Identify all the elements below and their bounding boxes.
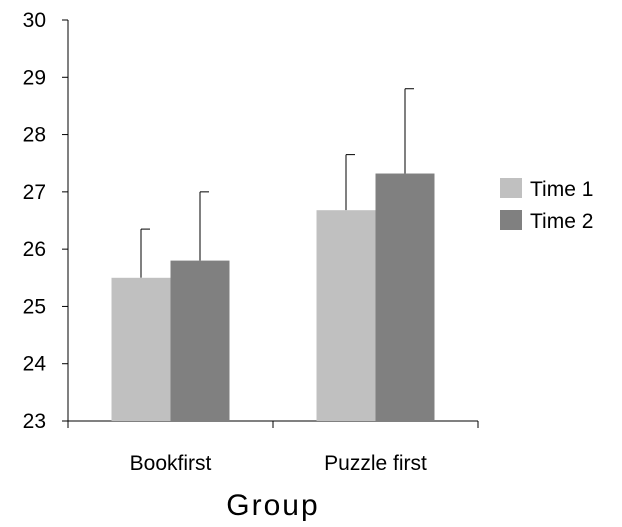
y-tick-label: 28 bbox=[23, 124, 46, 147]
y-tick-label: 29 bbox=[23, 66, 46, 89]
bar-time-2 bbox=[375, 173, 435, 421]
legend-label: Time 2 bbox=[530, 210, 593, 233]
y-tick-label: 30 bbox=[23, 9, 46, 32]
legend-swatch bbox=[500, 178, 522, 198]
bars bbox=[111, 173, 435, 421]
x-axis-title: Group bbox=[226, 489, 319, 522]
y-axis: 23 24 25 26 27 28 29 30 bbox=[23, 9, 69, 433]
bar-time-1 bbox=[111, 277, 171, 421]
bar-time-1 bbox=[316, 210, 376, 421]
y-tick-label: 26 bbox=[23, 238, 46, 261]
y-tick-label: 27 bbox=[23, 181, 46, 204]
legend-label: Time 1 bbox=[530, 178, 593, 201]
y-tick-label: 25 bbox=[23, 295, 46, 318]
category-label: Bookfirst bbox=[130, 452, 212, 475]
legend: Time 1 Time 2 bbox=[500, 178, 593, 233]
error-bars bbox=[140, 88, 414, 278]
category-label: Puzzle first bbox=[324, 452, 427, 475]
y-tick-label: 23 bbox=[23, 410, 46, 433]
legend-swatch bbox=[500, 210, 522, 230]
x-axis: Bookfirst Puzzle first bbox=[67, 420, 479, 475]
y-tick-label: 24 bbox=[23, 353, 47, 376]
bar-time-2 bbox=[170, 260, 230, 421]
